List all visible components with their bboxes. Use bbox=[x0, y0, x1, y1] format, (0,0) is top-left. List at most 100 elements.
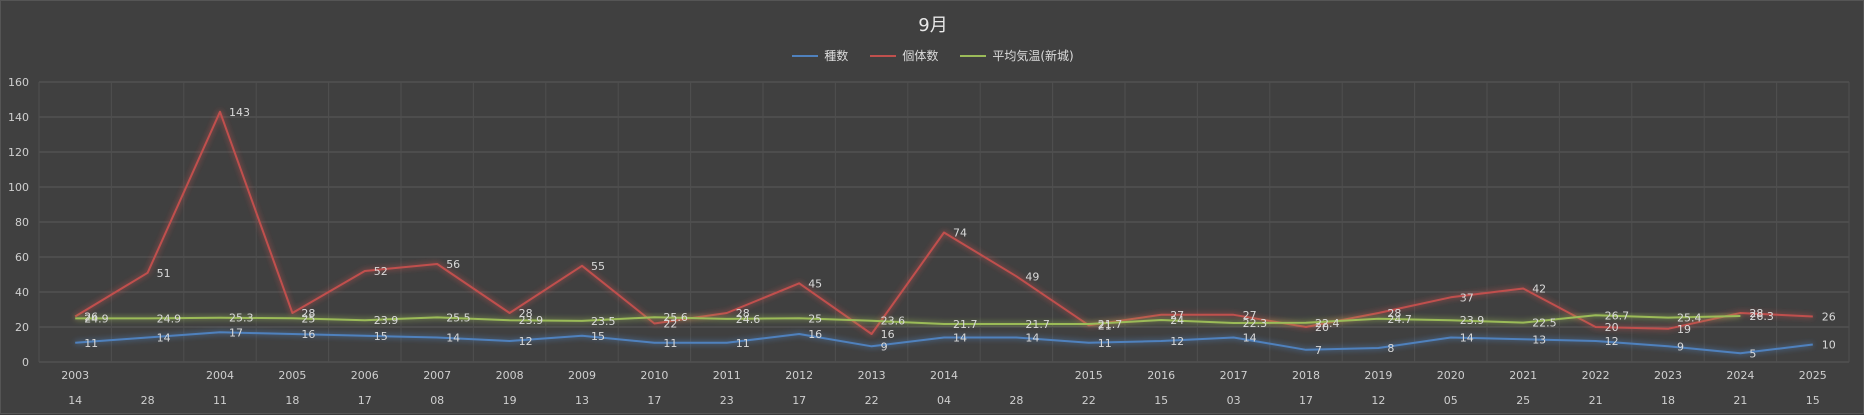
x-tick-year: 2009 bbox=[568, 369, 596, 382]
x-tick-day: 17 bbox=[647, 394, 661, 407]
data-label: 13 bbox=[1532, 333, 1546, 346]
y-tick-label: 60 bbox=[15, 251, 29, 264]
data-label: 5 bbox=[1749, 347, 1756, 360]
x-tick-year: 2014 bbox=[930, 369, 958, 382]
data-label: 51 bbox=[157, 267, 171, 280]
legend-item: 個体数 bbox=[870, 47, 938, 64]
x-tick-day: 08 bbox=[430, 394, 444, 407]
data-label: 14 bbox=[1460, 332, 1474, 345]
x-tick-day: 13 bbox=[575, 394, 589, 407]
data-label: 20 bbox=[1605, 321, 1619, 334]
data-label: 8 bbox=[1387, 342, 1394, 355]
data-label: 74 bbox=[953, 227, 967, 240]
data-label: 11 bbox=[663, 337, 677, 350]
data-label: 15 bbox=[591, 330, 605, 343]
data-label: 16 bbox=[881, 328, 895, 341]
x-tick-day: 12 bbox=[1371, 394, 1385, 407]
data-label: 26.7 bbox=[1605, 309, 1630, 322]
x-tick-day: 05 bbox=[1444, 394, 1458, 407]
x-tick-day: 17 bbox=[358, 394, 372, 407]
x-tick-year: 2021 bbox=[1509, 369, 1537, 382]
data-label: 12 bbox=[519, 335, 533, 348]
y-tick-label: 80 bbox=[15, 216, 29, 229]
data-label: 16 bbox=[808, 328, 822, 341]
data-label: 21.7 bbox=[1025, 318, 1050, 331]
data-label: 11 bbox=[84, 337, 98, 350]
x-tick-year: 2010 bbox=[640, 369, 668, 382]
x-tick-day: 28 bbox=[141, 394, 155, 407]
data-label: 12 bbox=[1605, 335, 1619, 348]
legend-swatch bbox=[960, 54, 987, 57]
x-tick-year: 2007 bbox=[423, 369, 451, 382]
y-tick-label: 140 bbox=[8, 111, 29, 124]
x-tick-year: 2012 bbox=[785, 369, 813, 382]
legend-label: 平均気温(新城) bbox=[992, 49, 1074, 63]
data-label: 24.9 bbox=[84, 312, 109, 325]
x-tick-year: 2023 bbox=[1654, 369, 1682, 382]
data-label: 45 bbox=[808, 277, 822, 290]
x-tick-year: 2022 bbox=[1582, 369, 1610, 382]
data-label: 21 bbox=[1098, 319, 1112, 332]
data-label: 24.6 bbox=[736, 313, 761, 326]
data-label: 26.3 bbox=[1749, 310, 1774, 323]
x-tick-day: 11 bbox=[213, 394, 227, 407]
x-tick-year: 2006 bbox=[351, 369, 379, 382]
data-label: 23.9 bbox=[374, 314, 399, 327]
x-tick-year: 2011 bbox=[713, 369, 741, 382]
data-label: 28 bbox=[519, 307, 533, 320]
data-label: 14 bbox=[1243, 332, 1257, 345]
data-label: 14 bbox=[953, 332, 967, 345]
chart-title: 9月 bbox=[918, 15, 948, 36]
x-tick-year: 2019 bbox=[1364, 369, 1392, 382]
x-tick-day: 04 bbox=[937, 394, 951, 407]
x-tick-year: 2017 bbox=[1220, 369, 1248, 382]
data-label: 17 bbox=[229, 326, 243, 339]
data-label: 14 bbox=[157, 332, 171, 345]
series-line bbox=[75, 314, 1741, 325]
x-tick-day: 23 bbox=[720, 394, 734, 407]
data-label: 23.9 bbox=[1460, 314, 1485, 327]
x-tick-year: 2024 bbox=[1726, 369, 1754, 382]
y-tick-label: 40 bbox=[15, 286, 29, 299]
data-label: 28 bbox=[1387, 307, 1401, 320]
data-label: 14 bbox=[446, 332, 460, 345]
data-label: 25.4 bbox=[1677, 312, 1702, 325]
x-tick-day: 22 bbox=[865, 394, 879, 407]
data-label: 9 bbox=[881, 340, 888, 353]
x-tick-day: 17 bbox=[792, 394, 806, 407]
data-label: 25 bbox=[301, 312, 315, 325]
data-label: 27 bbox=[1243, 309, 1257, 322]
data-label: 26 bbox=[84, 311, 98, 324]
data-label: 19 bbox=[1677, 323, 1691, 336]
data-label: 16 bbox=[301, 328, 315, 341]
x-tick-day: 18 bbox=[1661, 394, 1675, 407]
data-label: 22 bbox=[663, 318, 677, 331]
x-tick-year: 2016 bbox=[1147, 369, 1175, 382]
data-label: 25.6 bbox=[663, 311, 688, 324]
legend-label: 個体数 bbox=[902, 49, 939, 63]
x-tick-year: 2013 bbox=[858, 369, 886, 382]
data-label: 7 bbox=[1315, 344, 1322, 357]
series-line bbox=[74, 110, 1813, 335]
x-tick-day: 19 bbox=[503, 394, 517, 407]
y-tick-label: 160 bbox=[8, 76, 29, 89]
y-tick-label: 20 bbox=[15, 321, 29, 334]
data-label: 21.7 bbox=[1098, 318, 1123, 331]
y-tick-label: 0 bbox=[22, 356, 29, 369]
x-tick-day: 28 bbox=[1009, 394, 1023, 407]
data-label: 37 bbox=[1460, 291, 1474, 304]
data-label: 14 bbox=[1025, 332, 1039, 345]
data-label: 21.7 bbox=[953, 318, 978, 331]
data-label: 23.6 bbox=[881, 315, 906, 328]
data-label: 20 bbox=[1315, 321, 1329, 334]
y-tick-label: 100 bbox=[8, 181, 29, 194]
data-label: 143 bbox=[229, 106, 250, 119]
data-label: 42 bbox=[1532, 283, 1546, 296]
x-tick-year: 2020 bbox=[1437, 369, 1465, 382]
x-tick-day: 03 bbox=[1227, 394, 1241, 407]
data-label: 11 bbox=[736, 337, 750, 350]
x-tick-year: 2018 bbox=[1292, 369, 1320, 382]
data-label: 27 bbox=[1170, 309, 1184, 322]
legend-item: 平均気温(新城) bbox=[960, 47, 1074, 64]
